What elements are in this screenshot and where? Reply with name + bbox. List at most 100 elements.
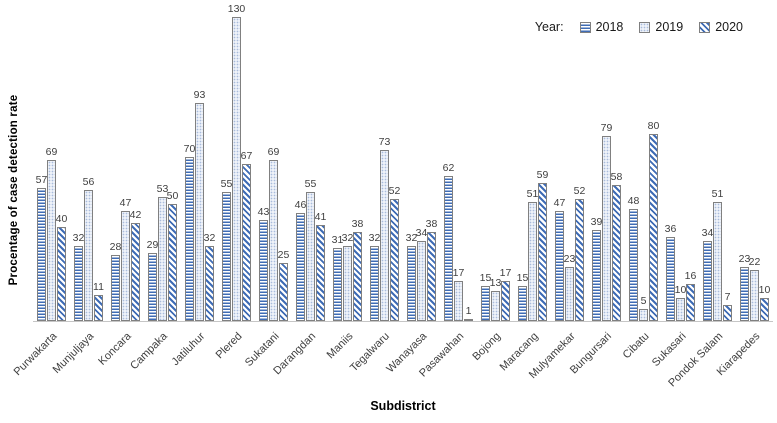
bar-value-label: 56	[82, 175, 95, 188]
bar-value-label: 93	[193, 89, 206, 102]
bar-2019: 73	[379, 137, 390, 321]
bar-2020: 17	[500, 268, 511, 321]
bar-value-label: 5	[640, 295, 647, 308]
bar-group-bojong: 15 13 17	[477, 10, 514, 321]
bar-2020: 59	[537, 170, 548, 321]
bar-value-label: 34	[415, 227, 428, 240]
bar-2019: 93	[194, 90, 205, 321]
bar-2018: 32	[369, 233, 380, 321]
x-tick-label: Jatiluhur	[169, 330, 208, 369]
bar-2018: 23	[739, 254, 750, 321]
x-tick-label: Plered	[213, 330, 245, 362]
bar-2020: 10	[759, 285, 770, 321]
bar-group-jatiluhur: 70 93 32	[181, 10, 218, 321]
bar-group-pasawahan: 62 17 1	[440, 10, 477, 321]
legend: Year: 2018 2019 2020	[535, 20, 743, 34]
diagonal-stripes-swatch-icon	[699, 21, 711, 33]
bar-value-label: 31	[331, 234, 344, 247]
bar-group-munjuljaya: 32 56 11	[70, 10, 107, 321]
legend-title: Year:	[534, 20, 564, 34]
bar-value-label: 15	[479, 271, 492, 284]
bar-value-label: 50	[166, 190, 179, 202]
bar-value-label: 17	[499, 267, 512, 280]
bar-group-sukasari: 36 10 16	[662, 10, 699, 321]
bar-2019: 32	[342, 233, 353, 321]
bar-2019: 51	[527, 189, 538, 321]
bar-2019: 47	[120, 198, 131, 321]
bar-2020: 38	[426, 219, 437, 321]
bar-group-campaka: 29 53 50	[144, 10, 181, 321]
bar-2019: 5	[639, 296, 648, 321]
horizontal-lines-swatch-icon	[579, 21, 591, 33]
bar-value-label: 73	[378, 136, 391, 149]
bar-2019: 53	[157, 184, 168, 321]
bar-2020: 1	[464, 306, 473, 321]
bar-value-label: 13	[489, 276, 502, 289]
bar-value-label: 53	[156, 182, 169, 195]
bar-2018: 32	[406, 233, 417, 321]
bar-group-darangdan: 46 55 41	[292, 10, 329, 321]
bar-value-label: 23	[738, 253, 751, 266]
bar-value-label: 55	[220, 178, 233, 191]
bar-2019: 130	[228, 4, 245, 321]
bar-2020: 11	[93, 282, 104, 321]
bar-value-label: 52	[388, 185, 401, 198]
bar-group-pondok-salam: 34 51 7	[699, 10, 736, 321]
bar-2019: 13	[490, 278, 501, 321]
bar-group-cibatu: 48 5 80	[625, 10, 662, 321]
bar-value-label: 47	[553, 197, 566, 210]
x-axis-ticks: Purwakarta Munjuljaya Koncara Campaka Jatilu…	[11, 323, 773, 395]
bar-value-label: 59	[536, 168, 549, 181]
legend-item-2018: 2018	[579, 20, 623, 34]
bar-2019: 10	[675, 285, 686, 321]
bar-2018: 29	[147, 240, 158, 321]
bar-2018: 46	[295, 200, 306, 321]
bar-2018: 15	[480, 273, 491, 321]
bar-2019: 55	[305, 179, 316, 321]
bar-2018: 43	[258, 207, 269, 321]
bar-2018: 28	[110, 242, 121, 321]
bar-value-label: 23	[563, 253, 576, 266]
bar-2020: 52	[389, 186, 400, 321]
legend-label-2020: 2020	[715, 20, 743, 34]
bar-group-sukatani: 43 69 25	[255, 10, 292, 321]
bar-group-maniis: 31 32 38	[329, 10, 366, 321]
bar-group-plered: 55 130 67	[218, 4, 255, 321]
legend-item-2020: 2020	[699, 20, 743, 34]
bar-2020: 40	[56, 214, 67, 321]
bar-group-kiarapedes: 23 22 10	[736, 10, 773, 321]
bar-value-label: 1	[465, 304, 472, 317]
bar-2020: 41	[315, 212, 326, 321]
bar-2018: 48	[628, 196, 639, 321]
bar-value-label: 38	[351, 218, 364, 231]
bar-value-label: 10	[758, 283, 771, 296]
bar-value-label: 130	[227, 2, 246, 15]
bar-2018: 47	[554, 198, 565, 321]
bar-value-label: 25	[277, 248, 290, 261]
bar-2019: 56	[83, 177, 94, 321]
bar-value-label: 32	[72, 232, 85, 245]
bar-value-label: 79	[600, 122, 613, 135]
bar-group-wanayasa: 32 34 38	[403, 10, 440, 321]
bar-value-label: 69	[267, 145, 280, 158]
bar-value-label: 10	[674, 283, 687, 296]
bar-value-label: 46	[294, 199, 307, 212]
bar-2020: 16	[685, 271, 696, 321]
bar-group-maracang: 15 51 59	[514, 10, 551, 321]
bar-2020: 42	[130, 210, 141, 321]
bar-2020: 52	[574, 186, 585, 321]
bar-value-label: 22	[748, 255, 761, 268]
bar-group-mulyamekar: 47 23 52	[551, 10, 588, 321]
bar-value-label: 32	[341, 232, 354, 245]
bar-2020: 38	[352, 219, 363, 321]
x-tick-label: Purwakarta	[11, 330, 60, 379]
bar-value-label: 48	[627, 194, 640, 207]
x-tick-label: Campaka	[128, 330, 171, 373]
bar-2018: 62	[443, 163, 454, 321]
x-tick-label: Cibatu	[620, 330, 652, 362]
bar-value-label: 67	[240, 150, 253, 163]
bar-2019: 69	[268, 147, 279, 321]
bar-2019: 22	[749, 257, 760, 321]
bar-2018: 15	[517, 273, 528, 321]
bar-value-label: 7	[724, 290, 731, 303]
